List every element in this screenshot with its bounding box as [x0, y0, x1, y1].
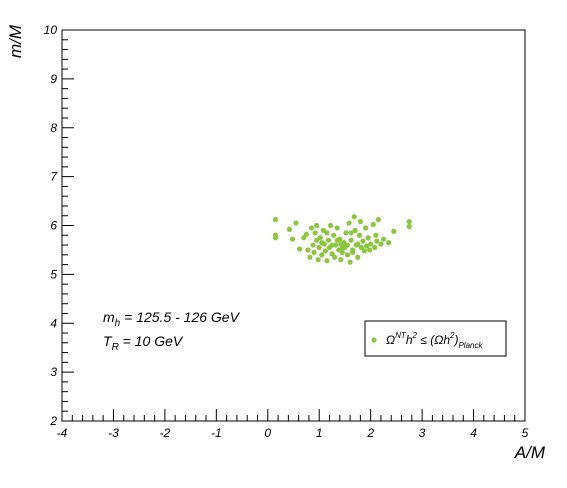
data-point	[375, 217, 381, 223]
data-point	[357, 218, 363, 225]
data-point	[332, 254, 338, 260]
data-point	[348, 237, 354, 243]
x-tick-label: 3	[419, 426, 426, 440]
data-point	[325, 237, 332, 243]
data-point	[324, 230, 330, 236]
y-tick-label: 10	[44, 23, 58, 37]
data-point	[305, 247, 311, 253]
y-tick-label: 8	[50, 121, 57, 135]
y-tick-label: 2	[49, 414, 57, 428]
data-point	[338, 257, 344, 263]
data-point	[314, 222, 320, 229]
data-point	[406, 218, 412, 225]
data-point	[316, 244, 322, 251]
data-point	[372, 244, 378, 251]
data-point	[351, 214, 357, 220]
data-point	[308, 225, 315, 231]
x-tick-label: -1	[211, 426, 222, 440]
data-point	[378, 241, 384, 247]
data-point	[331, 232, 337, 238]
data-point	[347, 259, 353, 265]
data-point	[373, 232, 379, 238]
data-point	[355, 241, 361, 247]
data-point	[327, 222, 334, 229]
data-point	[319, 240, 325, 246]
plot-frame	[61, 29, 526, 422]
data-point	[360, 238, 366, 244]
x-tick-label: -2	[160, 426, 171, 440]
data-point	[293, 220, 299, 226]
data-points	[272, 214, 412, 265]
y-tick-label: 4	[50, 316, 57, 330]
y-tick-label: 5	[50, 267, 57, 281]
data-point	[344, 252, 351, 258]
legend-box	[364, 320, 507, 357]
data-point	[391, 228, 397, 234]
y-axis-title: m/M	[6, 24, 25, 58]
x-tick-label: 2	[366, 426, 374, 440]
data-point	[344, 242, 351, 248]
y-tick-label: 6	[50, 219, 57, 233]
legend-label: ΩNTh2 ≤ (Ωh2)Planck	[386, 331, 483, 350]
x-tick-label: 1	[316, 426, 323, 440]
x-tick-label: -4	[57, 426, 68, 440]
data-point	[352, 227, 358, 233]
data-point	[343, 230, 349, 236]
x-tick-label: 5	[522, 426, 529, 440]
data-point	[348, 230, 354, 236]
data-point	[356, 232, 362, 238]
data-point	[346, 220, 352, 226]
data-point	[286, 226, 292, 233]
y-tick-label: 7	[50, 170, 58, 184]
data-point	[355, 254, 361, 260]
y-tick-label: 9	[50, 72, 57, 86]
data-point	[368, 241, 374, 247]
x-axis-title: A/M	[514, 443, 546, 462]
data-point	[367, 247, 373, 253]
data-point	[319, 252, 325, 258]
data-point	[333, 242, 339, 248]
legend-marker	[371, 337, 377, 343]
x-tick-labels: -4 -3 -2 -1 0 1 2 3 4 5	[57, 426, 529, 440]
data-point	[324, 258, 330, 264]
data-point	[322, 248, 328, 254]
data-point	[315, 257, 321, 263]
data-point	[303, 231, 309, 237]
data-point	[365, 235, 371, 241]
data-point	[272, 235, 279, 241]
data-point	[314, 237, 320, 243]
x-tick-label: 4	[470, 426, 477, 440]
data-point	[350, 249, 356, 255]
data-point	[370, 221, 376, 228]
x-tick-label: -3	[108, 426, 119, 440]
data-point	[362, 225, 369, 231]
data-point	[386, 240, 392, 246]
data-point	[380, 236, 387, 242]
data-point	[361, 248, 368, 254]
y-tick-labels: 2 3 4 5 6 7 8 9 10	[44, 23, 59, 428]
legend: ΩNTh2 ≤ (Ωh2)Planck	[364, 320, 507, 357]
x-tick-label: 0	[264, 426, 271, 440]
data-point	[289, 236, 296, 242]
data-point	[307, 254, 313, 260]
annotation-reheating-temp: TR = 10 GeV	[103, 333, 184, 353]
data-point	[272, 217, 279, 223]
data-point	[311, 249, 317, 255]
data-point	[297, 246, 303, 252]
data-point	[374, 238, 380, 244]
data-point	[334, 225, 340, 231]
y-tick-label: 3	[50, 365, 57, 379]
data-point	[312, 230, 318, 236]
axis-ticks	[61, 29, 526, 422]
data-point	[363, 243, 370, 249]
data-point	[338, 241, 344, 247]
data-point	[334, 237, 340, 243]
data-point	[406, 223, 412, 230]
data-point	[339, 249, 345, 255]
data-point	[310, 242, 316, 248]
data-point	[358, 244, 365, 251]
annotation-mass-range: mh = 125.5 - 126 GeV	[103, 309, 241, 329]
data-point	[329, 242, 335, 248]
